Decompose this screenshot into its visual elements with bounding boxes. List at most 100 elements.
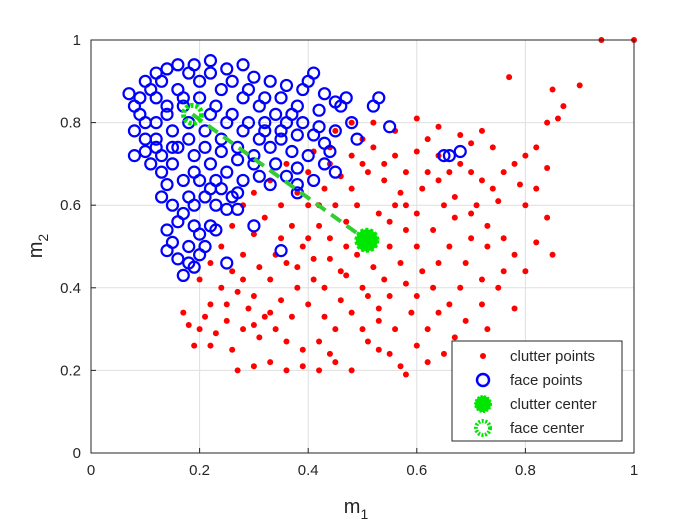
clutter-point	[522, 152, 529, 159]
face-point	[269, 157, 283, 171]
face-point	[220, 256, 234, 270]
face-point	[165, 124, 180, 138]
clutter-point	[305, 301, 312, 308]
face-point	[203, 54, 218, 68]
clutter-point	[424, 136, 431, 143]
face-point	[165, 157, 180, 171]
clutter-point	[343, 272, 350, 279]
face-point	[149, 132, 163, 146]
face-point	[144, 82, 158, 97]
face-point	[127, 149, 142, 163]
clutter-point	[392, 202, 399, 209]
clutter-point	[402, 169, 409, 176]
clutter-point	[359, 284, 366, 291]
face-point	[252, 169, 266, 183]
legend-box	[451, 340, 623, 442]
clutter-point	[544, 214, 551, 221]
clutter-point	[256, 264, 263, 271]
face-point	[203, 107, 218, 121]
face-point	[198, 140, 212, 154]
clutter-point	[457, 131, 464, 138]
face-point	[171, 140, 185, 154]
face-point	[160, 223, 174, 237]
clutter-point	[229, 222, 236, 229]
clutter-point	[484, 243, 491, 250]
face-point	[160, 62, 174, 76]
clutter-point	[310, 276, 317, 283]
clutter-point	[511, 251, 518, 258]
face-point	[334, 99, 348, 113]
face-point	[154, 74, 169, 88]
face-point	[236, 58, 250, 72]
clutter-point	[424, 169, 431, 176]
y-axis-label: m2	[25, 234, 51, 259]
face-point	[182, 190, 196, 204]
clutter-point	[544, 119, 551, 126]
legend-label-clutter-points: clutter points	[510, 348, 595, 365]
clutter-point	[294, 189, 301, 196]
center-connector-line	[191, 112, 369, 242]
face-point	[182, 239, 196, 254]
clutter-point	[267, 309, 274, 316]
face-point	[187, 165, 201, 179]
clutter-point	[240, 251, 247, 258]
face-point	[372, 91, 386, 105]
clutter-point	[451, 334, 458, 341]
clutter-point	[430, 284, 437, 291]
x-tick-label: 0	[87, 462, 95, 479]
clutter-point	[218, 243, 225, 250]
clutter-point	[489, 144, 496, 151]
face-point	[220, 62, 234, 76]
legend-marker-face-center	[474, 419, 492, 437]
clutter-point	[468, 169, 475, 176]
clutter-point	[511, 305, 518, 312]
face-point	[154, 190, 169, 204]
face-point	[122, 87, 136, 101]
clutter-point	[223, 301, 230, 308]
y-tick-label: 0.2	[60, 362, 81, 379]
clutter-point	[278, 297, 285, 304]
face-point	[220, 115, 234, 130]
clutter-point	[500, 235, 507, 242]
clutter-point	[337, 297, 344, 304]
clutter-point	[364, 293, 371, 300]
clutter-point	[305, 235, 312, 242]
clutter-point	[218, 284, 225, 291]
face-point	[160, 244, 174, 258]
clutter-point	[283, 338, 290, 345]
clutter-point	[250, 189, 257, 196]
axes-box	[90, 39, 635, 454]
clutter-point	[408, 309, 415, 316]
clutter-point	[326, 255, 333, 262]
face-point	[209, 173, 223, 188]
clutter-point	[446, 169, 453, 176]
clutter-point	[522, 268, 529, 275]
clutter-point	[549, 86, 556, 93]
clutter-point	[240, 326, 247, 333]
clutter-point	[250, 293, 257, 300]
clutter-point	[321, 185, 328, 192]
clutter-point	[321, 313, 328, 320]
face-point	[133, 91, 147, 105]
face-point	[247, 70, 261, 84]
clutter-point	[223, 317, 230, 324]
clutter-point	[495, 284, 502, 291]
clutter-point	[343, 243, 350, 250]
clutter-point	[386, 243, 393, 250]
face-point	[198, 239, 212, 254]
clutter-point	[397, 189, 404, 196]
clutter-point	[506, 74, 513, 81]
y-tick-label: 0.4	[60, 280, 81, 297]
clutter-point	[354, 251, 361, 258]
face-point	[317, 87, 332, 101]
face-point	[149, 140, 163, 154]
face-point	[176, 268, 190, 283]
y-axis-label-subscript: 2	[35, 234, 51, 242]
clutter-point	[381, 160, 388, 167]
clutter-point	[478, 276, 485, 283]
face-point	[154, 165, 169, 179]
clutter-point	[381, 276, 388, 283]
clutter-point	[495, 198, 502, 205]
face-point	[350, 132, 364, 146]
clutter-point	[299, 363, 306, 370]
